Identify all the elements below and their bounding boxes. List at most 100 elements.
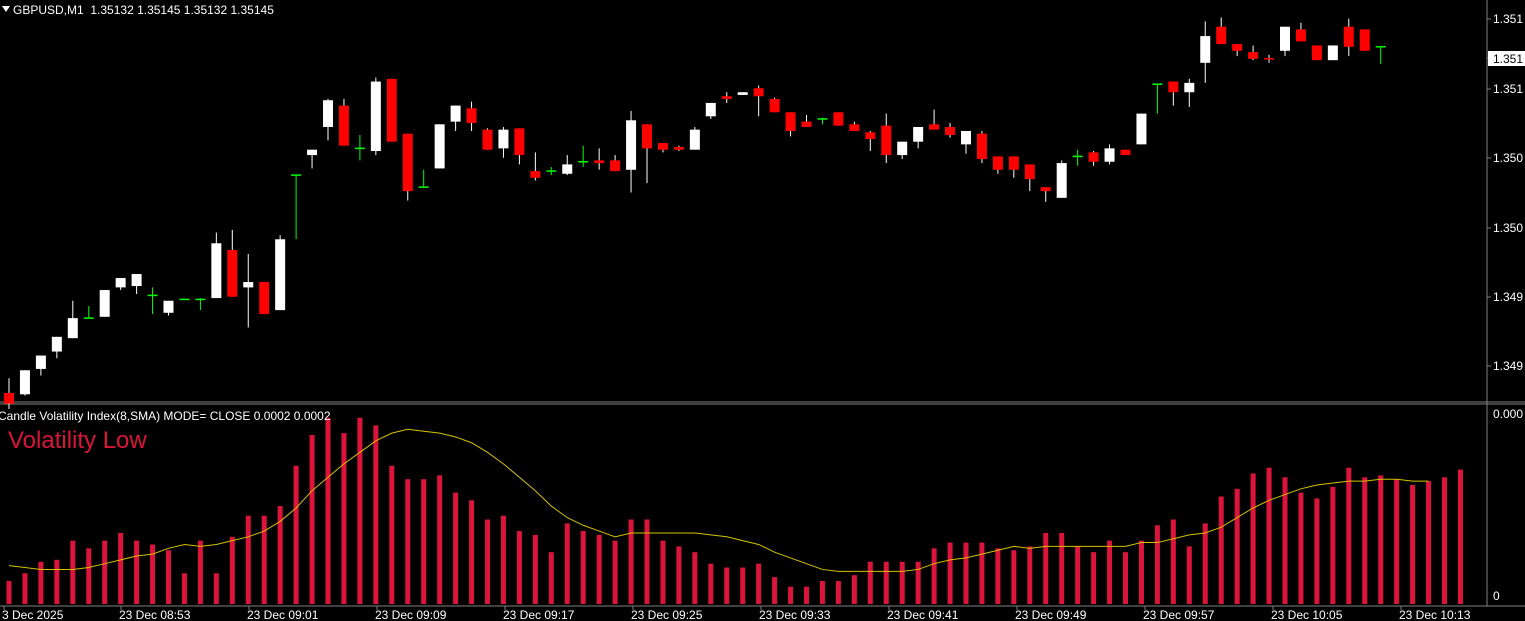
- histogram-bar: [245, 515, 251, 604]
- candle: [753, 85, 764, 117]
- histogram-bar: [660, 540, 666, 604]
- histogram-bar: [1394, 479, 1400, 604]
- histogram-bar: [628, 519, 634, 604]
- histogram-bar: [500, 515, 506, 604]
- histogram-bar: [134, 540, 140, 604]
- candle-body: [721, 96, 732, 99]
- candle: [913, 126, 924, 149]
- histogram-bar: [1362, 477, 1368, 604]
- histogram-bar: [580, 531, 586, 604]
- histogram-bar: [357, 417, 363, 604]
- time-label: 23 Dec 09:49: [1015, 608, 1087, 621]
- candle: [1311, 45, 1322, 61]
- histogram-bar: [341, 433, 347, 604]
- time-label: 3 Dec 2025: [2, 608, 64, 621]
- candle: [1232, 44, 1243, 57]
- histogram-bar: [708, 563, 714, 604]
- histogram-bar: [485, 519, 490, 604]
- candle: [657, 143, 668, 153]
- histogram-bar: [1202, 523, 1208, 604]
- histogram-bar: [1011, 550, 1017, 604]
- histogram-bar: [22, 573, 28, 604]
- histogram-bar: [277, 506, 283, 604]
- candle-body: [402, 133, 413, 192]
- candle: [1120, 149, 1131, 156]
- candle: [1280, 26, 1290, 57]
- candle-body: [466, 108, 477, 123]
- histogram-bar: [1250, 473, 1256, 604]
- candle-body: [19, 370, 30, 395]
- candle-body: [275, 239, 286, 311]
- candle: [961, 130, 971, 154]
- candle: [227, 229, 238, 297]
- candle-body: [1040, 187, 1051, 192]
- candle-body: [1359, 29, 1370, 51]
- candle-body: [514, 128, 525, 156]
- time-label: 23 Dec 08:53: [119, 608, 191, 621]
- candle: [83, 306, 94, 319]
- histogram-bar: [1091, 552, 1097, 604]
- candle-body: [769, 98, 780, 113]
- histogram-bar: [612, 540, 618, 604]
- price-scale-label: 1.349: [1493, 290, 1523, 304]
- candle-body: [594, 160, 605, 164]
- candle-body: [976, 133, 987, 160]
- histogram-bar: [1330, 486, 1336, 604]
- candle-body: [1168, 81, 1179, 93]
- candle-body: [1295, 29, 1306, 42]
- candle: [131, 274, 142, 295]
- candles-group: [4, 17, 1386, 410]
- collapse-triangle-icon[interactable]: [2, 6, 10, 12]
- candle: [450, 105, 461, 131]
- histogram-bar: [1282, 477, 1288, 604]
- candle: [35, 355, 46, 376]
- candle: [562, 155, 573, 176]
- histogram-bar: [1138, 540, 1144, 604]
- histogram-group: [6, 417, 1463, 604]
- candle: [402, 133, 413, 201]
- candle: [466, 101, 477, 131]
- candle-body: [913, 126, 924, 142]
- candle-body: [992, 156, 1003, 170]
- candle: [147, 287, 158, 315]
- histogram-bar: [692, 552, 698, 604]
- histogram-bar: [1059, 532, 1065, 604]
- candle: [1072, 149, 1083, 166]
- histogram-bar: [931, 548, 937, 604]
- histogram-bar: [437, 475, 443, 604]
- candle-body: [1008, 156, 1019, 170]
- candle: [945, 122, 956, 138]
- candle: [354, 135, 365, 161]
- candle: [386, 78, 397, 142]
- candle-body: [163, 300, 174, 313]
- candle-body: [657, 143, 668, 150]
- candle: [1216, 17, 1227, 45]
- histogram-bar: [1234, 488, 1240, 604]
- time-label: 23 Dec 09:25: [631, 608, 703, 621]
- candle: [482, 128, 493, 150]
- histogram-bar: [883, 561, 889, 604]
- candle: [1088, 151, 1099, 166]
- candle: [610, 155, 621, 172]
- candle: [785, 112, 796, 137]
- histogram-bar: [963, 542, 969, 604]
- histogram-bar: [676, 546, 682, 604]
- histogram-bar: [453, 492, 459, 604]
- candle-body: [929, 124, 940, 130]
- candle: [546, 167, 557, 176]
- candle-body: [562, 164, 573, 174]
- histogram-bar: [118, 532, 124, 604]
- candle-body: [753, 88, 764, 97]
- candle: [833, 112, 844, 126]
- histogram-bar: [1426, 481, 1432, 604]
- candle: [594, 148, 605, 170]
- candle-body: [386, 78, 397, 142]
- candle-body: [1200, 36, 1211, 63]
- candle: [291, 174, 302, 240]
- candle-body: [323, 100, 333, 127]
- histogram-bar: [772, 577, 778, 604]
- candle-body: [4, 392, 14, 404]
- candle: [434, 124, 445, 169]
- candle-body: [689, 129, 700, 150]
